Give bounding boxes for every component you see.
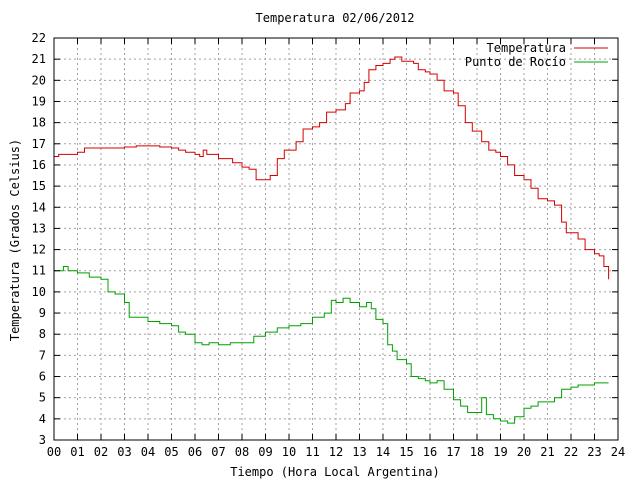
legend: Temperatura Punto de Rocío bbox=[465, 41, 608, 69]
y-tick-label: 5 bbox=[39, 391, 46, 405]
x-axis-label: Tiempo (Hora Local Argentina) bbox=[230, 465, 440, 479]
y-tick-label: 18 bbox=[32, 116, 46, 130]
legend-label-punto-de-rocio: Punto de Rocío bbox=[465, 55, 566, 69]
x-tick-label: 01 bbox=[70, 445, 84, 459]
x-tick-label: 12 bbox=[329, 445, 343, 459]
x-tick-label: 24 bbox=[611, 445, 625, 459]
y-tick-label: 22 bbox=[32, 31, 46, 45]
x-tick-label: 04 bbox=[141, 445, 155, 459]
y-tick-label: 14 bbox=[32, 200, 46, 214]
x-tick-label: 10 bbox=[282, 445, 296, 459]
x-tick-label: 02 bbox=[94, 445, 108, 459]
y-tick-label: 8 bbox=[39, 327, 46, 341]
series-lines bbox=[54, 56, 610, 424]
x-tick-label: 05 bbox=[164, 445, 178, 459]
axis-ticks bbox=[53, 37, 619, 441]
x-tick-label: 11 bbox=[305, 445, 319, 459]
x-tick-label: 09 bbox=[258, 445, 272, 459]
x-tick-label: 07 bbox=[211, 445, 225, 459]
x-tick-label: 17 bbox=[446, 445, 460, 459]
x-tick-label: 14 bbox=[376, 445, 390, 459]
x-tick-label: 15 bbox=[399, 445, 413, 459]
y-tick-label: 15 bbox=[32, 179, 46, 193]
y-tick-label: 4 bbox=[39, 412, 46, 426]
x-tick-label: 06 bbox=[188, 445, 202, 459]
x-tick-label: 19 bbox=[493, 445, 507, 459]
y-axis-label: Temperatura (Grados Celsius) bbox=[8, 139, 22, 341]
y-tick-label: 16 bbox=[32, 158, 46, 172]
y-tick-labels: 3 4 5 6 7 8 9 10 11 12 13 14 15 16 17 18 19 20 21 22 bbox=[32, 31, 46, 447]
x-tick-label: 03 bbox=[117, 445, 131, 459]
x-tick-label: 22 bbox=[564, 445, 578, 459]
x-tick-label: 21 bbox=[540, 445, 554, 459]
y-tick-label: 21 bbox=[32, 52, 46, 66]
y-tick-label: 17 bbox=[32, 137, 46, 151]
x-tick-label: 16 bbox=[423, 445, 437, 459]
x-tick-label: 20 bbox=[517, 445, 531, 459]
y-tick-label: 13 bbox=[32, 221, 46, 235]
y-tick-label: 11 bbox=[32, 264, 46, 278]
series-line-temperatura bbox=[54, 56, 610, 280]
x-tick-label: 23 bbox=[587, 445, 601, 459]
series-line-punto-de-rocio bbox=[54, 266, 609, 424]
x-tick-label: 18 bbox=[470, 445, 484, 459]
x-tick-label: 00 bbox=[47, 445, 61, 459]
grid bbox=[54, 38, 618, 440]
x-tick-label: 08 bbox=[235, 445, 249, 459]
y-tick-label: 6 bbox=[39, 370, 46, 384]
y-tick-label: 9 bbox=[39, 306, 46, 320]
y-tick-label: 3 bbox=[39, 433, 46, 447]
legend-label-temperatura: Temperatura bbox=[487, 41, 566, 55]
y-tick-label: 20 bbox=[32, 73, 46, 87]
chart-title: Temperatura 02/06/2012 bbox=[256, 11, 415, 25]
y-tick-label: 10 bbox=[32, 285, 46, 299]
x-tick-label: 13 bbox=[352, 445, 366, 459]
y-tick-label: 7 bbox=[39, 348, 46, 362]
y-tick-label: 19 bbox=[32, 94, 46, 108]
y-tick-label: 12 bbox=[32, 243, 46, 257]
x-tick-labels: 00 01 02 03 04 05 06 07 08 09 10 11 12 13 14 15 16 17 18 19… bbox=[47, 445, 625, 459]
